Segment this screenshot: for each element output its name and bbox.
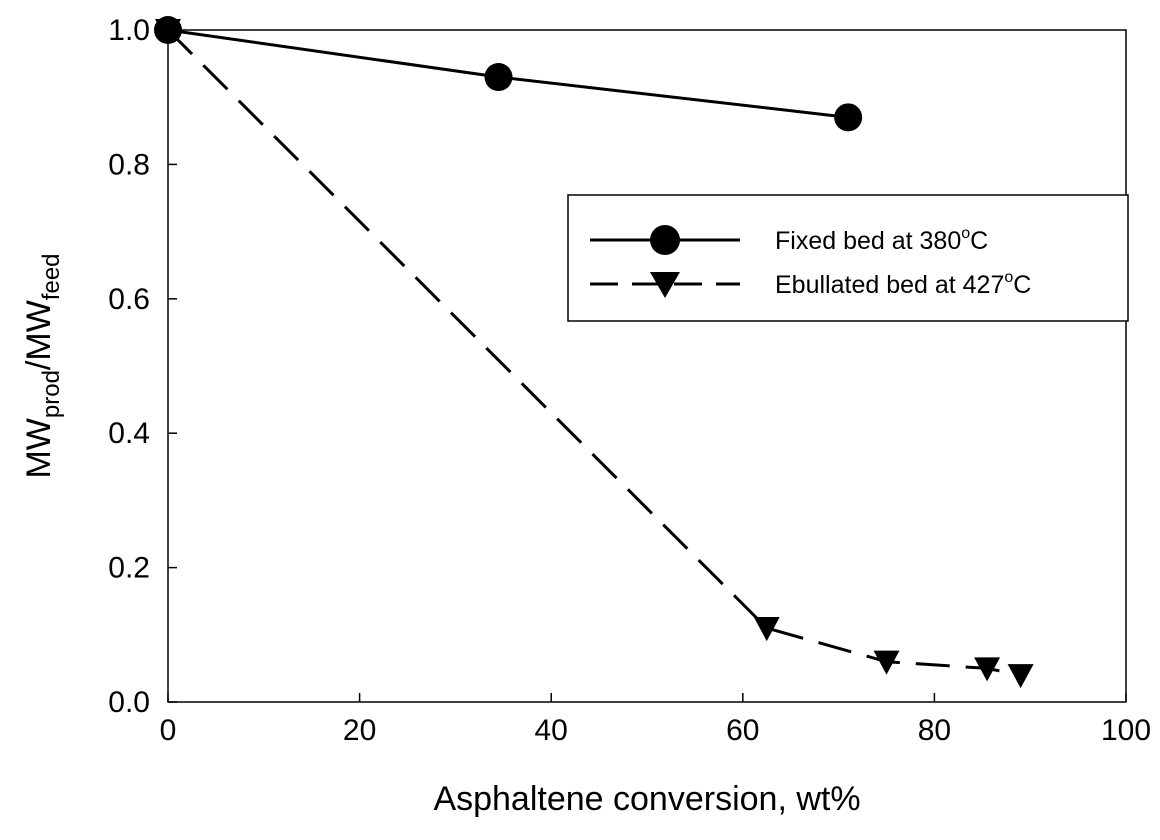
legend-label-ebullated-sup: o <box>1004 269 1013 286</box>
legend: Fixed bed at 380oC Ebullated bed at 427o… <box>567 194 1129 322</box>
x-tick-label: 20 <box>343 714 376 747</box>
data-point-circle <box>834 103 863 132</box>
series-line <box>166 28 1021 677</box>
y-axis-title-sub: prod <box>38 370 65 418</box>
legend-box <box>567 194 1129 322</box>
data-point-circle <box>484 63 513 92</box>
series-layer <box>154 16 1034 689</box>
y-tick-label: 0.4 <box>108 417 150 450</box>
data-point-triangle <box>1007 664 1034 689</box>
x-tick-label: 100 <box>1101 714 1151 747</box>
x-tick-label: 60 <box>726 714 759 747</box>
data-point-triangle <box>155 18 181 43</box>
data-point-triangle <box>753 617 780 642</box>
legend-swatch-fixed-marker <box>650 225 680 255</box>
data-point-triangle <box>974 657 1001 682</box>
y-axis-title-part: MW <box>20 300 58 360</box>
y-axis-title-sub: feed <box>38 253 65 300</box>
y-axis-title: MWprod/MWfeed <box>20 253 65 478</box>
legend-label-fixed: Fixed bed at 380oC <box>775 225 988 255</box>
y-tick-label: 0.0 <box>108 686 150 719</box>
x-tick-label: 80 <box>918 714 951 747</box>
y-tick-label: 0.8 <box>108 148 150 181</box>
legend-label-ebullated-name: Ebullated bed at 427 <box>775 271 1004 299</box>
data-point-triangle <box>873 650 900 675</box>
y-tick-label: 0.2 <box>108 552 150 585</box>
legend-swatch-ebullated-marker <box>650 272 680 298</box>
x-axis-title: Asphaltene conversion, wt% <box>433 780 860 818</box>
legend-label-ebullated-tail: C <box>1013 271 1031 299</box>
y-axis-title-sep: / <box>20 360 58 370</box>
legend-label-fixed-sup: o <box>961 225 970 242</box>
legend-label-fixed-tail: C <box>970 227 988 255</box>
y-axis-title-part: MW <box>20 418 58 478</box>
y-tick-label: 1.0 <box>108 14 150 47</box>
y-tick-label: 0.6 <box>108 283 150 316</box>
x-tick-label: 40 <box>535 714 568 747</box>
legend-label-fixed-name: Fixed bed at 380 <box>775 227 961 255</box>
legend-label-ebullated: Ebullated bed at 427oC <box>775 269 1031 299</box>
plot-frame <box>167 29 1127 703</box>
tick-layer: 0 20 40 60 80 100 0.0 0.2 0.4 0.6 0.8 1.0 <box>108 14 1151 747</box>
x-tick-label: 0 <box>160 714 177 747</box>
